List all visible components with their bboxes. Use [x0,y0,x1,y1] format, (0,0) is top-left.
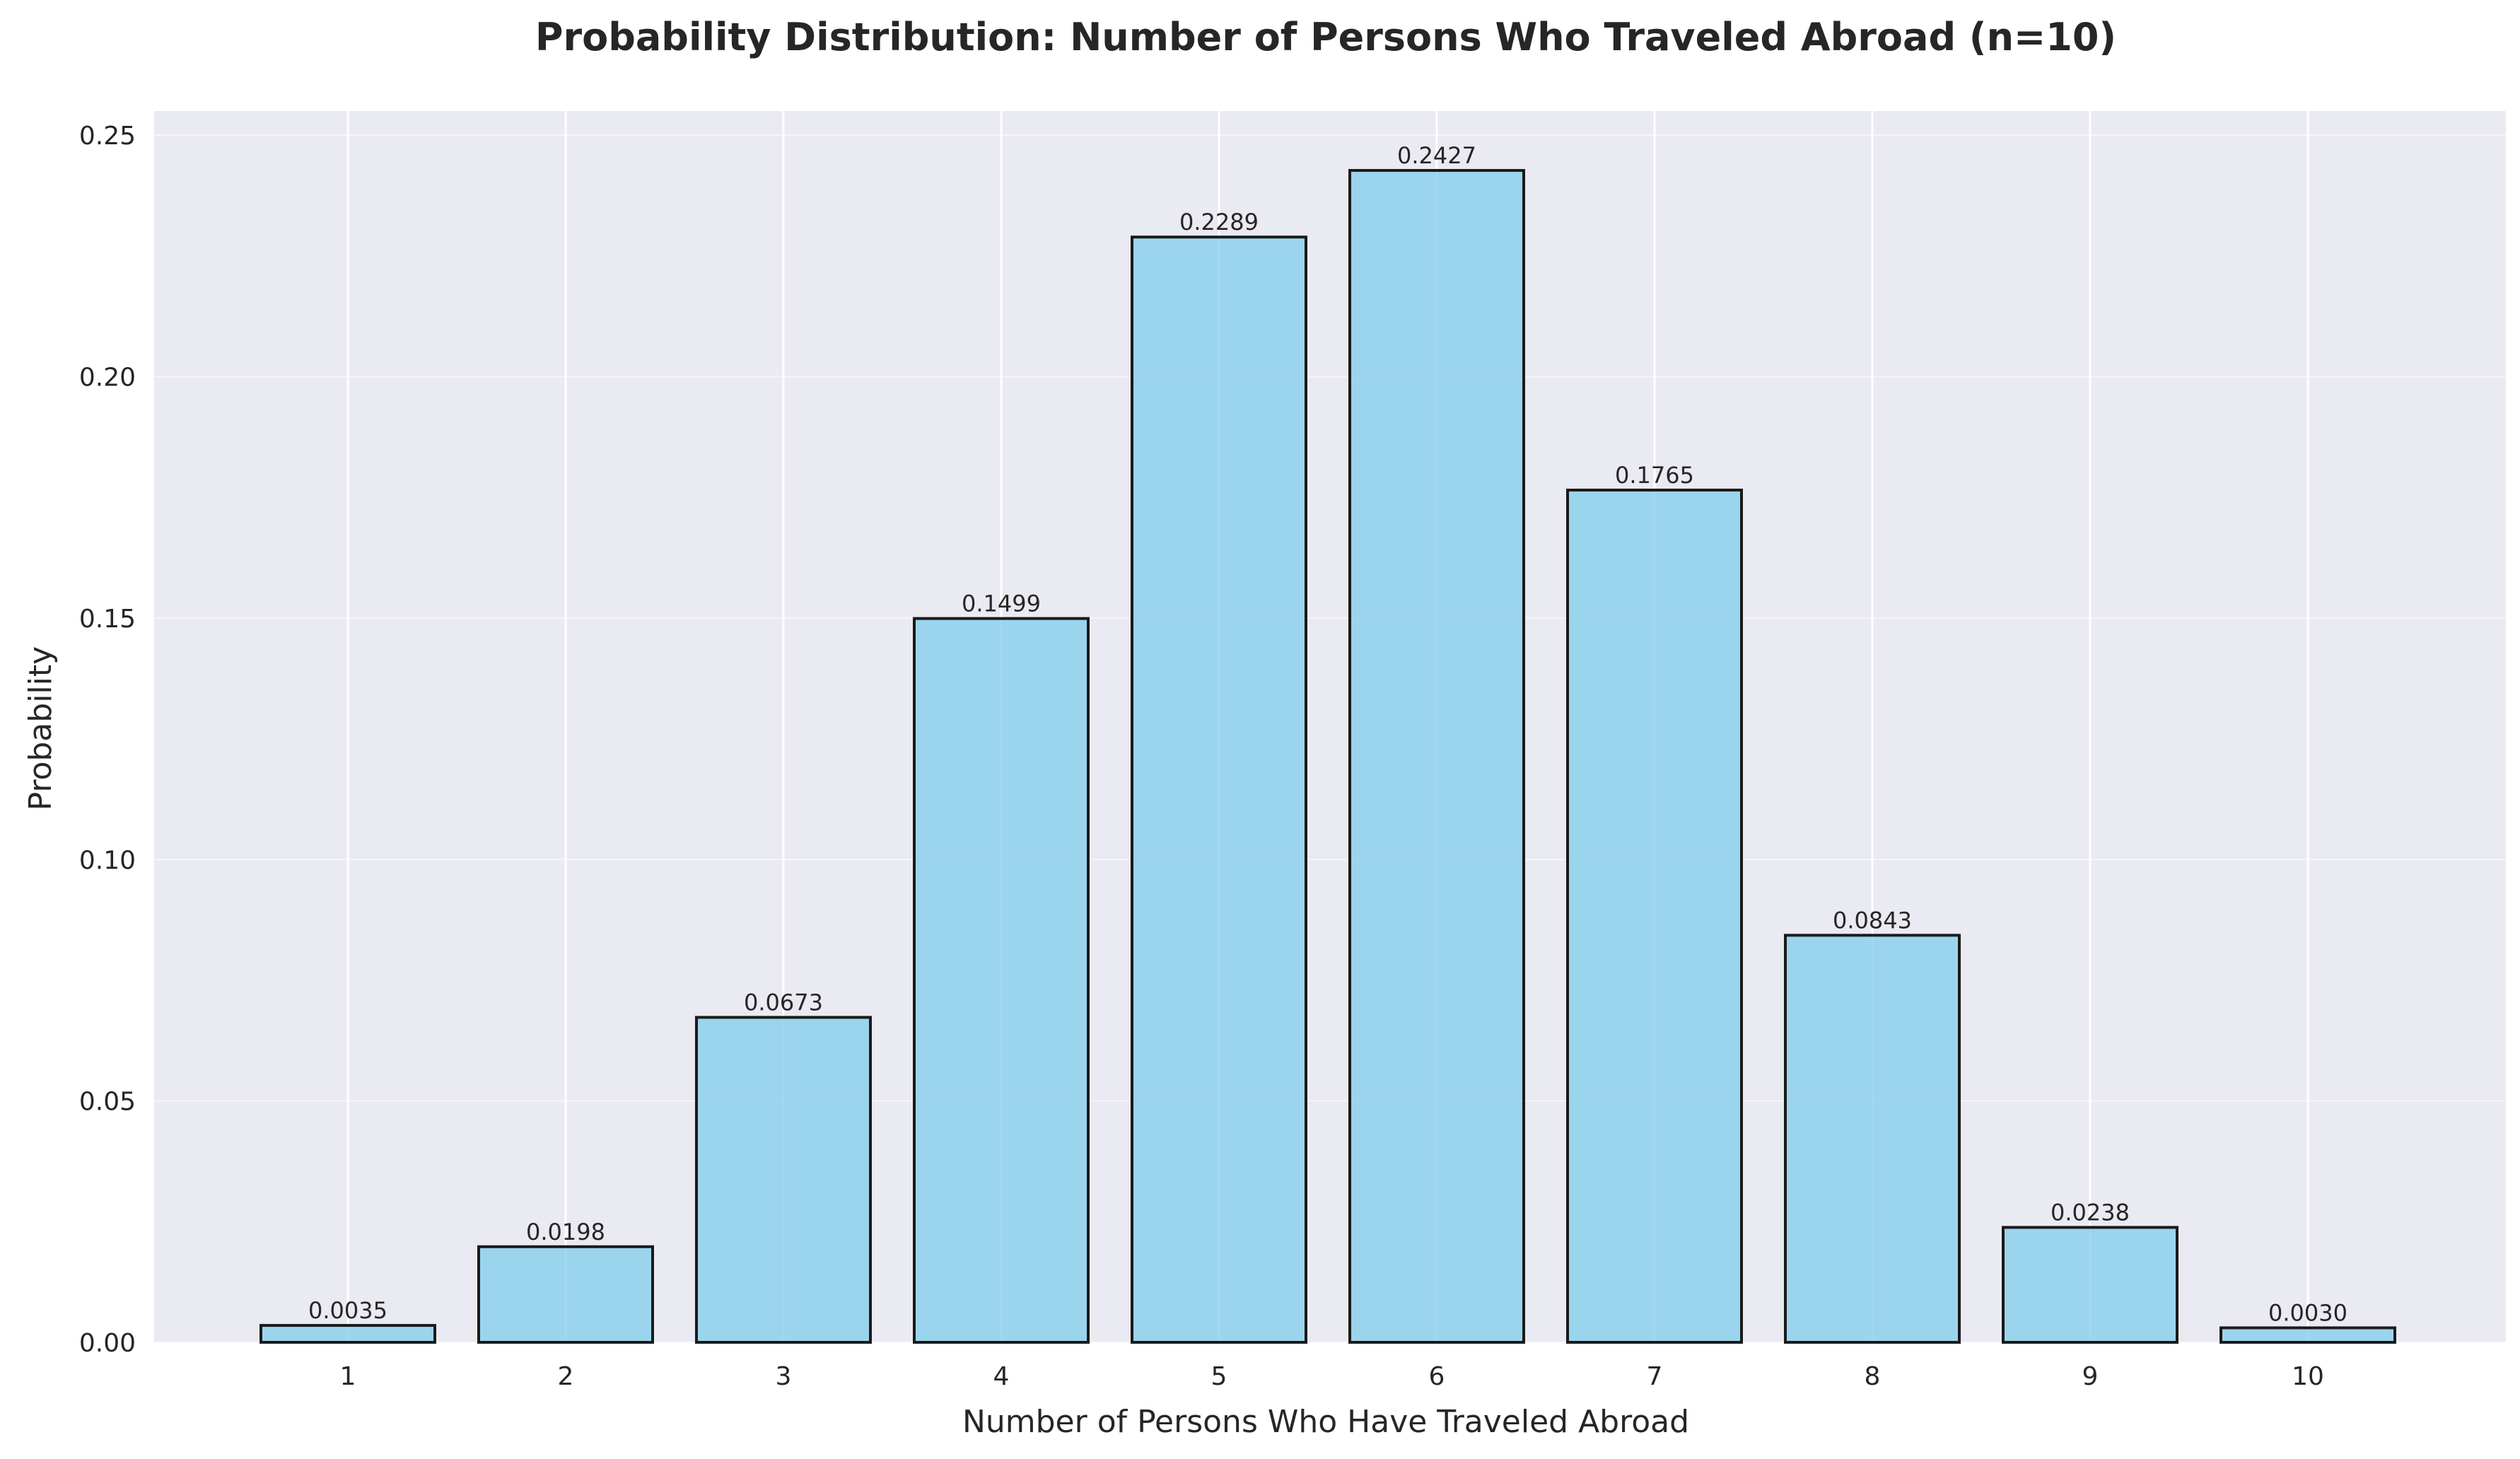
x-tick-label-9: 9 [2082,1362,2099,1391]
data-label-3: 0.0673 [744,989,823,1016]
data-labels: 0.0035 0.0198 0.0673 0.1499 0.2289 0.2427 0.17… [308,142,2347,1327]
y-tick-labels: 0.00 0.05 0.10 0.15 0.20 0.25 [79,122,136,1358]
y-axis-label: Probability [23,646,59,811]
bar-5 [1131,236,1307,1344]
y-tick-label: 0.10 [79,846,136,875]
y-tick-label: 0.15 [79,605,136,634]
data-label-1: 0.0035 [308,1297,387,1324]
x-tick-label-8: 8 [1865,1362,1881,1391]
x-tick-label-2: 2 [558,1362,574,1391]
bar-2 [477,1245,654,1344]
x-tick-label-7: 7 [1647,1362,1663,1391]
x-tick-label-5: 5 [1211,1362,1227,1391]
data-label-7: 0.1765 [1615,462,1694,489]
bar-3 [695,1016,872,1344]
x-tick-labels: 1 2 3 4 5 6 7 8 9 10 [340,1362,2324,1391]
y-tick-label: 0.20 [79,364,136,393]
bar-4 [913,617,1090,1344]
x-tick-label-1: 1 [340,1362,356,1391]
y-tick-label: 0.25 [79,122,136,151]
bar-6 [1348,168,1525,1344]
bar-7 [1566,488,1743,1344]
data-label-6: 0.2427 [1397,142,1476,169]
data-label-5: 0.2289 [1179,209,1259,236]
plot-area [154,111,2506,1342]
y-tick-label: 0.05 [79,1088,136,1117]
data-label-2: 0.0198 [526,1219,605,1245]
bar-9 [2002,1226,2178,1344]
bar-1 [259,1324,436,1344]
data-label-8: 0.0843 [1833,907,1912,934]
y-tick-label: 0.00 [79,1329,136,1358]
bars [259,168,2396,1344]
x-tick-label-4: 4 [993,1362,1010,1391]
chart-title: Probability Distribution: Number of Pers… [535,15,2116,59]
bar-10 [2219,1326,2396,1344]
x-tick-label-6: 6 [1429,1362,1445,1391]
bar-8 [1784,934,1961,1344]
x-tick-label-3: 3 [776,1362,792,1391]
x-axis-label: Number of Persons Who Have Traveled Abro… [962,1404,1689,1440]
data-label-9: 0.0238 [2051,1199,2130,1226]
data-label-4: 0.1499 [962,591,1041,617]
x-tick-label-10: 10 [2292,1362,2324,1391]
data-label-10: 0.0030 [2268,1300,2347,1327]
